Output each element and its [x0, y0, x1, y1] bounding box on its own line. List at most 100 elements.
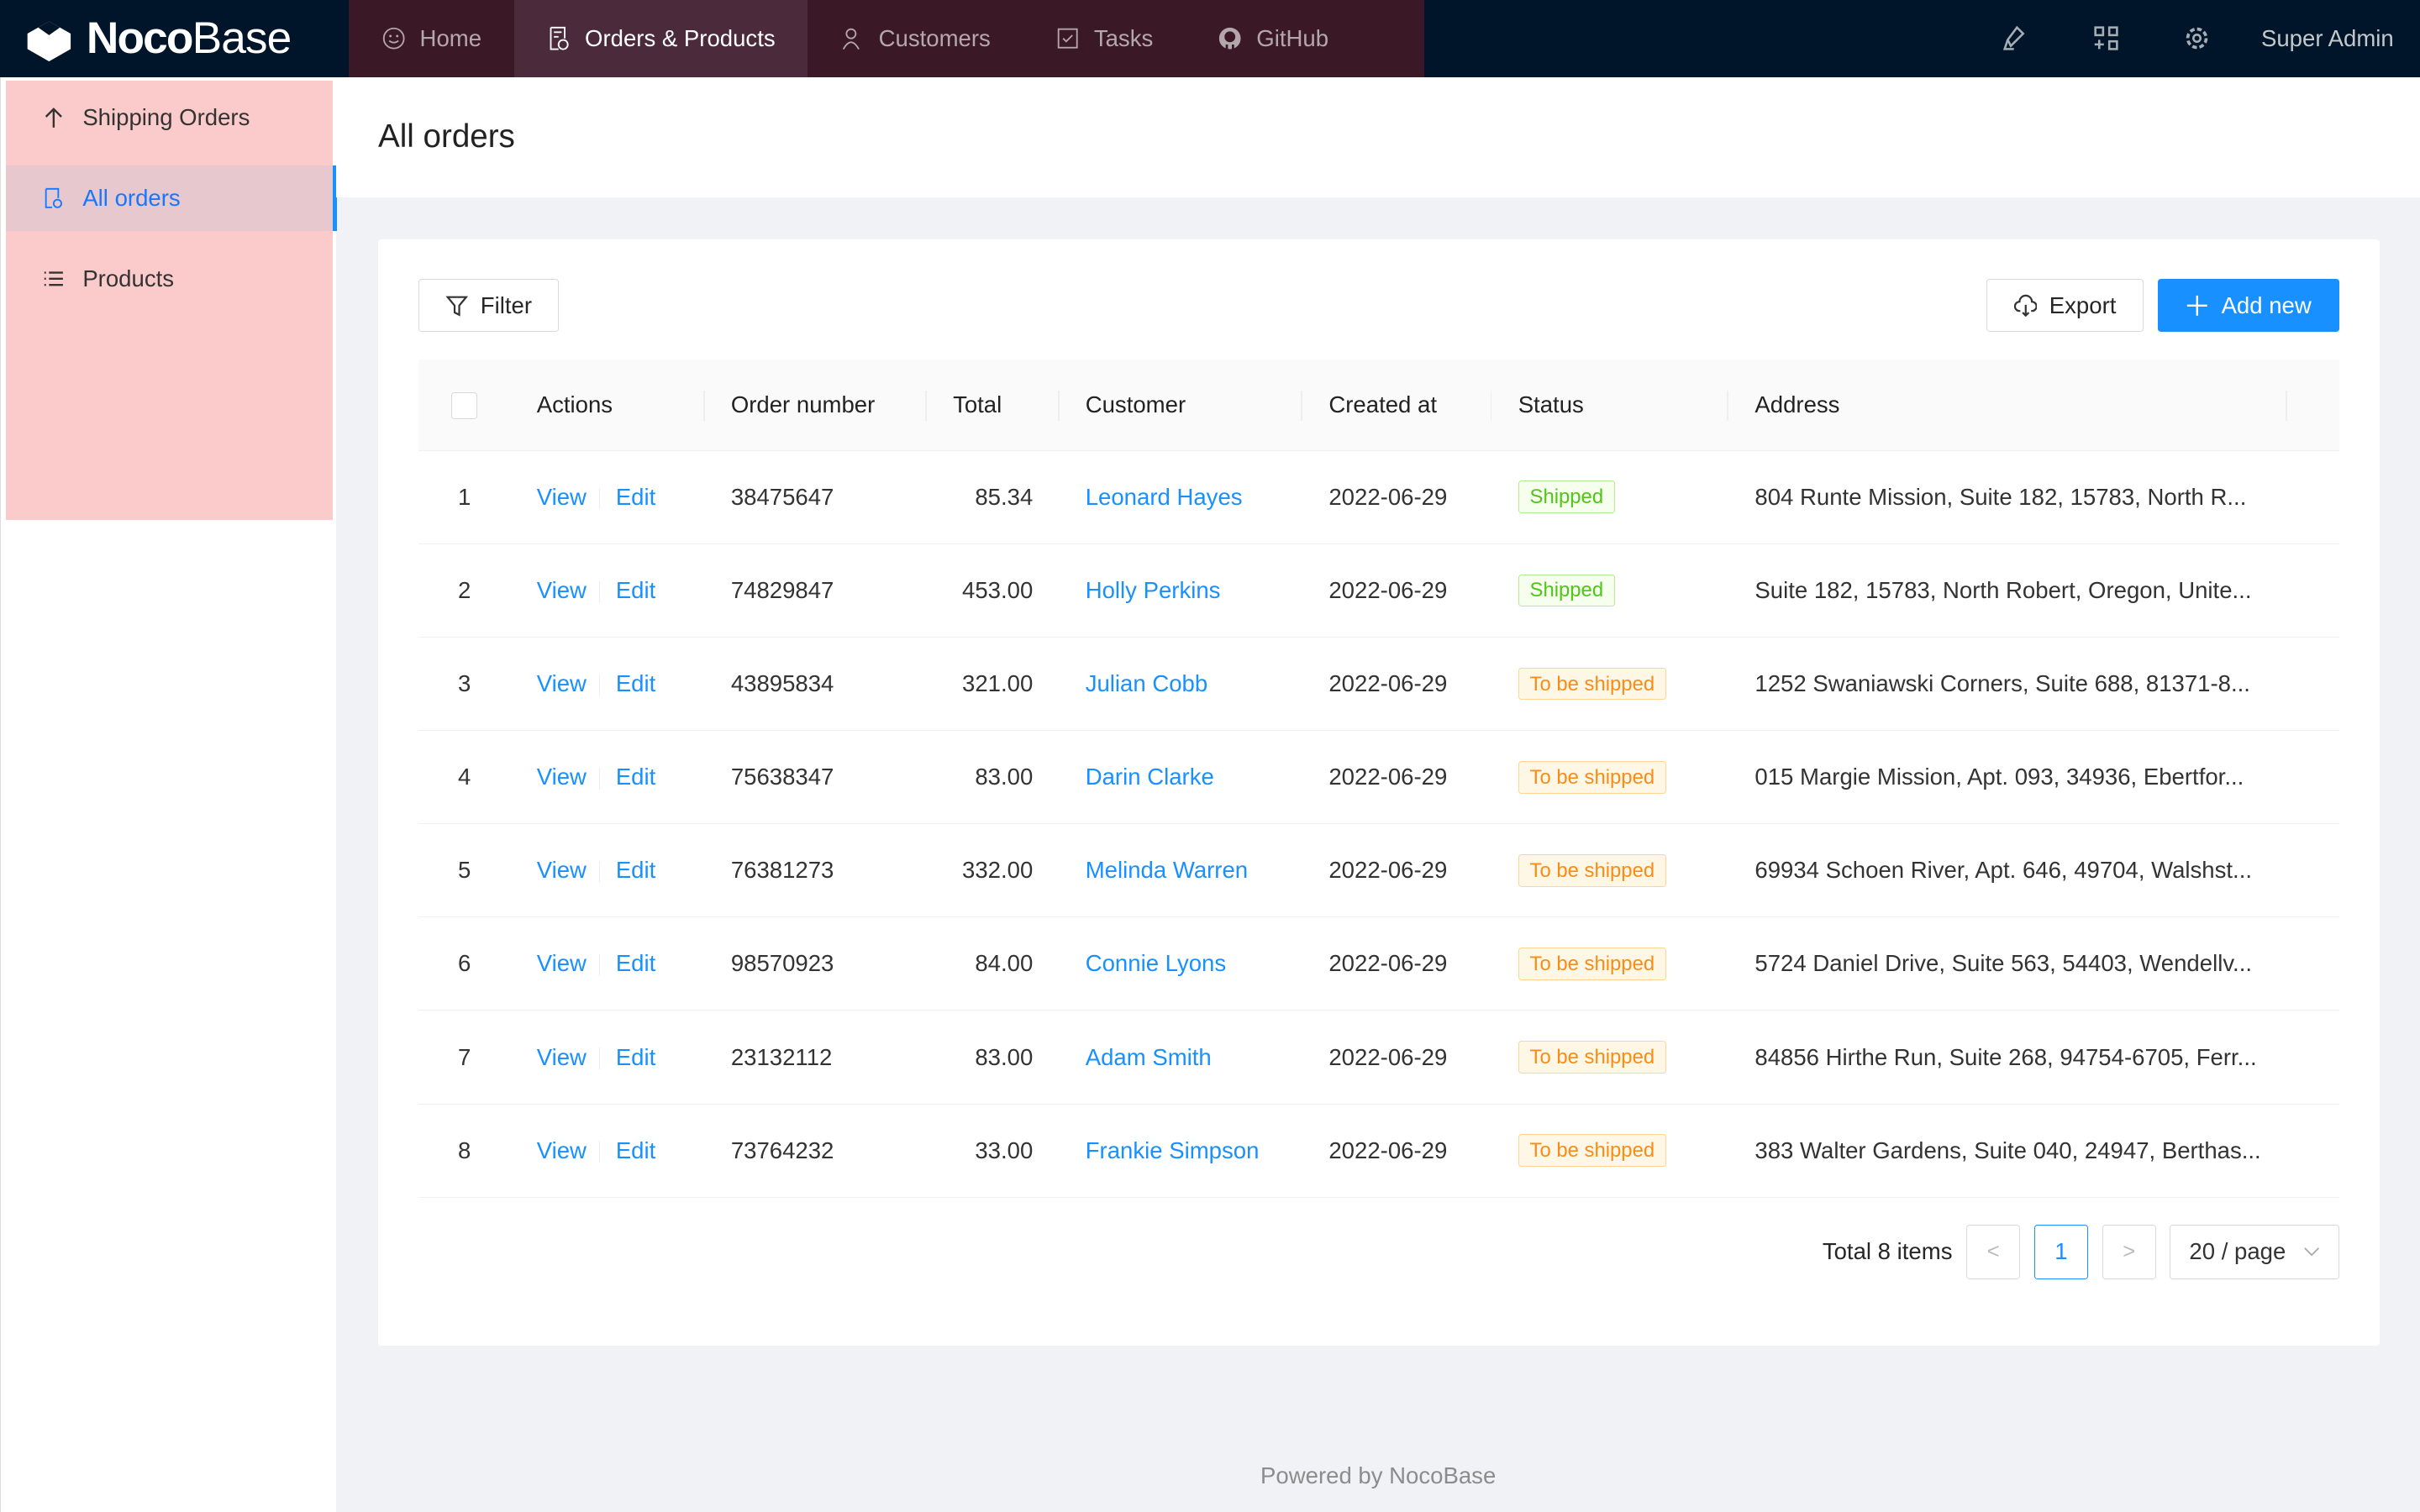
logo[interactable]: Noco Base — [24, 13, 292, 64]
table-row[interactable]: 4 View Edit 75638347 83.00 Darin Clarke 2… — [418, 730, 2340, 825]
table-row[interactable]: 5 View Edit 76381273 332.00 Melinda Warre… — [418, 823, 2340, 918]
sidebar-item-all-orders[interactable]: All orders — [5, 165, 338, 232]
edit-link[interactable]: Edit — [615, 483, 656, 510]
customer-cell: Leonard Hayes — [1059, 450, 1303, 544]
view-link[interactable]: View — [536, 1043, 587, 1070]
edit-link[interactable]: Edit — [615, 1137, 656, 1163]
row-index[interactable]: 6 — [418, 916, 511, 1011]
table-row[interactable]: 8 View Edit 73764232 33.00 Frankie Simpso… — [418, 1104, 2340, 1198]
header-actions: Super Admin — [1970, 0, 2420, 77]
status-badge: To be shipped — [1518, 760, 1666, 794]
column-header-order-number[interactable]: Order number — [704, 359, 927, 451]
customer-link[interactable]: Darin Clarke — [1085, 764, 1214, 790]
order-number: 23132112 — [704, 1010, 927, 1105]
column-header-customer[interactable]: Customer — [1059, 359, 1303, 451]
nav-label: Customers — [878, 24, 991, 51]
row-index[interactable]: 5 — [418, 823, 511, 918]
row-index[interactable]: 7 — [418, 1010, 511, 1105]
column-header-actions[interactable]: Actions — [510, 359, 705, 451]
nav-label: Home — [419, 24, 482, 51]
view-link[interactable]: View — [536, 764, 587, 790]
customer-link[interactable]: Melinda Warren — [1085, 857, 1249, 884]
created-at: 2022-06-29 — [1302, 450, 1492, 544]
add-new-button[interactable]: Add new — [2157, 279, 2340, 332]
nav-orders-products[interactable]: Orders & Products — [513, 0, 808, 77]
prev-page-button[interactable]: < — [1966, 1225, 2021, 1279]
row-index[interactable]: 4 — [418, 730, 511, 825]
status-badge: To be shipped — [1518, 853, 1666, 887]
page-size-select[interactable]: 20 / page — [2170, 1225, 2340, 1279]
sidebar-item-shipping-orders[interactable]: Shipping Orders — [6, 85, 333, 151]
nav-customers[interactable]: Customers — [808, 0, 1023, 77]
edit-link[interactable]: Edit — [615, 857, 656, 884]
customer-cell: Connie Lyons — [1059, 916, 1303, 1011]
sidebar-item-products[interactable]: Products — [6, 245, 333, 312]
customer-cell: Melinda Warren — [1059, 823, 1303, 918]
order-number: 76381273 — [704, 823, 927, 918]
button-label: Add new — [2221, 291, 2312, 318]
spacer-cell — [2286, 823, 2340, 918]
logo-text: Noco — [86, 13, 194, 63]
customer-link[interactable]: Julian Cobb — [1085, 670, 1208, 697]
view-link[interactable]: View — [536, 483, 587, 510]
row-actions: View Edit — [510, 450, 705, 544]
customer-link[interactable]: Frankie Simpson — [1085, 1137, 1260, 1163]
row-index[interactable]: 8 — [418, 1104, 511, 1198]
theme-button[interactable] — [1970, 24, 2060, 52]
customer-link[interactable]: Holly Perkins — [1085, 576, 1221, 603]
row-actions: View Edit — [510, 823, 705, 918]
row-index[interactable]: 2 — [418, 543, 511, 638]
view-link[interactable]: View — [536, 950, 587, 977]
plus-icon — [2187, 295, 2208, 316]
view-link[interactable]: View — [536, 576, 587, 603]
edit-link[interactable]: Edit — [615, 670, 656, 697]
filter-button[interactable]: Filter — [418, 279, 559, 332]
table-row[interactable]: 6 View Edit 98570923 84.00 Connie Lyons 2… — [418, 916, 2340, 1011]
row-actions: View Edit — [510, 1104, 705, 1198]
order-total: 85.34 — [926, 450, 1060, 544]
row-index[interactable]: 3 — [418, 637, 511, 732]
row-index[interactable]: 1 — [418, 450, 511, 544]
next-page-button[interactable]: > — [2102, 1225, 2156, 1279]
page-1-button[interactable]: 1 — [2033, 1225, 2089, 1279]
table-row[interactable]: 3 View Edit 43895834 321.00 Julian Cobb 2… — [418, 637, 2340, 732]
pagination: Total 8 items < 1 > 20 / page — [1823, 1225, 2340, 1279]
top-menu: Home Orders & Products Customers Tasks G… — [349, 0, 1425, 77]
column-header-created-at[interactable]: Created at — [1302, 359, 1492, 451]
edit-link[interactable]: Edit — [615, 950, 656, 977]
export-button[interactable]: Export — [1986, 279, 2144, 332]
divider — [598, 954, 601, 976]
select-all-checkbox[interactable] — [451, 392, 478, 419]
view-link[interactable]: View — [536, 857, 587, 884]
table-row[interactable]: 7 View Edit 23132112 83.00 Adam Smith 202… — [418, 1010, 2340, 1105]
customer-link[interactable]: Adam Smith — [1085, 1043, 1212, 1070]
select-all-header — [418, 359, 511, 451]
status-cell: To be shipped — [1491, 1104, 1729, 1198]
column-header-status[interactable]: Status — [1491, 359, 1729, 451]
table-row[interactable]: 1 View Edit 38475647 85.34 Leonard Hayes … — [418, 450, 2340, 544]
column-header-address[interactable]: Address — [1728, 359, 2287, 451]
nav-tasks[interactable]: Tasks — [1023, 0, 1185, 77]
smile-icon — [382, 28, 405, 50]
divider — [598, 861, 601, 883]
customer-link[interactable]: Leonard Hayes — [1085, 483, 1243, 510]
customer-link[interactable]: Connie Lyons — [1085, 950, 1227, 977]
plugins-button[interactable] — [2060, 24, 2151, 52]
edit-link[interactable]: Edit — [615, 1043, 656, 1070]
edit-link[interactable]: Edit — [615, 576, 656, 603]
row-actions: View Edit — [510, 730, 705, 825]
edit-link[interactable]: Edit — [615, 764, 656, 790]
column-header-total[interactable]: Total — [926, 359, 1060, 451]
nav-home[interactable]: Home — [349, 0, 514, 77]
view-link[interactable]: View — [536, 670, 587, 697]
settings-button[interactable] — [2152, 24, 2243, 52]
divider — [598, 1047, 601, 1070]
appstore-add-icon — [2094, 26, 2118, 51]
status-cell: Shipped — [1491, 543, 1729, 638]
status-cell: To be shipped — [1491, 730, 1729, 825]
row-actions: View Edit — [510, 916, 705, 1011]
user-menu[interactable]: Super Admin — [2260, 24, 2394, 51]
table-row[interactable]: 2 View Edit 74829847 453.00 Holly Perkins… — [418, 543, 2340, 638]
view-link[interactable]: View — [536, 1137, 587, 1163]
nav-github[interactable]: GitHub — [1186, 0, 1361, 77]
